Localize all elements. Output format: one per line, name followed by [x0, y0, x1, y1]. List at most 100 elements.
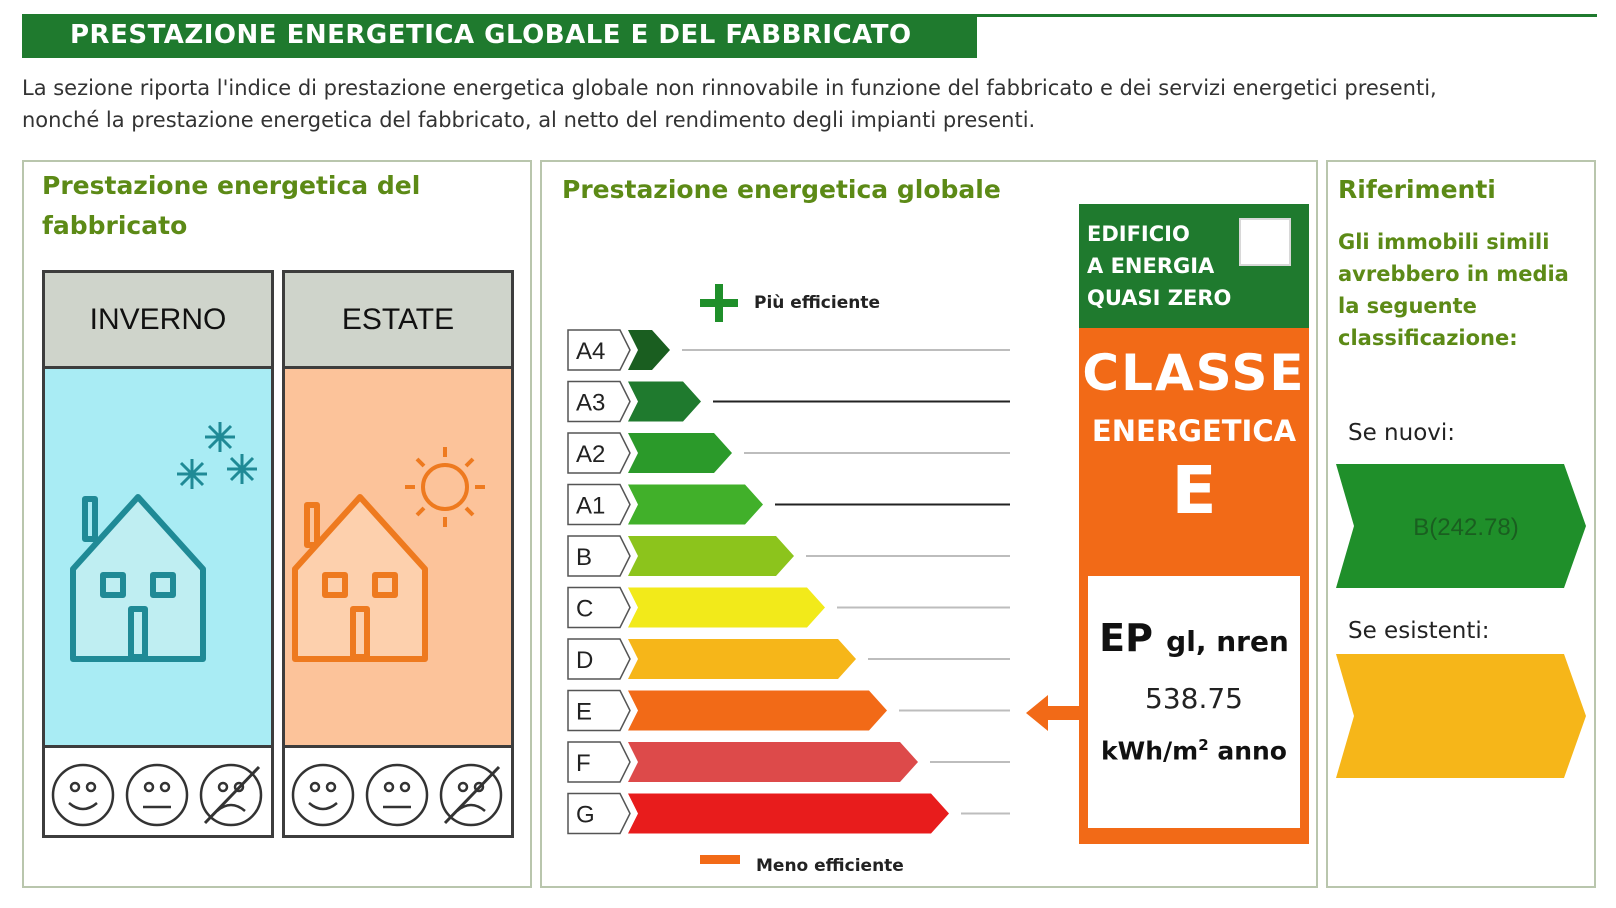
summer-box: ESTATE — [282, 270, 514, 838]
existing-buildings-label: Se esistenti: — [1348, 618, 1490, 644]
energy-class-row-a2: A2 — [567, 432, 1010, 474]
ep-unit: kWh/m2 anno — [1088, 736, 1300, 765]
class-label: A3 — [576, 390, 605, 417]
building-title-line-1: Prestazione energetica del — [42, 171, 421, 200]
class-label: G — [576, 802, 595, 829]
class-bar — [628, 639, 856, 679]
class-label: A2 — [576, 441, 605, 468]
class-label-tag — [567, 329, 631, 371]
class-label-tag — [567, 432, 631, 474]
summer-quality-faces — [285, 751, 511, 835]
new-buildings-label: Se nuovi: — [1348, 420, 1456, 446]
plus-icon — [700, 284, 738, 322]
class-label: B — [576, 544, 592, 571]
happy-face-icon — [291, 763, 355, 827]
energy-class-row-c: C — [567, 586, 1010, 629]
class-bar — [628, 536, 794, 576]
ep-unit-sup: 2 — [1198, 736, 1209, 754]
class-bar — [628, 742, 918, 782]
references-description: Gli immobili simili avrebbero in media l… — [1338, 226, 1569, 354]
energy-class-row-e: E — [567, 689, 1010, 732]
summer-label: ESTATE — [285, 273, 511, 369]
happy-face-icon — [51, 763, 115, 827]
snowflakes-icon — [177, 422, 257, 489]
class-bar — [628, 587, 825, 628]
ep-value: 538.75 — [1145, 682, 1243, 715]
class-bar — [628, 484, 763, 525]
more-efficient-label: Più efficiente — [754, 293, 880, 313]
class-label-tag — [567, 689, 631, 732]
class-label-tag — [567, 380, 631, 423]
section-header-bar — [22, 14, 977, 58]
energy-class-value: E — [1171, 452, 1217, 529]
new-buildings-arrow: B(242.78) — [1336, 464, 1586, 588]
energy-class-box: EDIFICIO A ENERGIA QUASI ZERO CLASSE ENE… — [1079, 204, 1309, 844]
energy-class-row-a3: A3 — [567, 380, 1010, 423]
class-label-tag — [567, 638, 631, 680]
references-line-2: avrebbero in media — [1338, 262, 1569, 286]
neutral-face-icon — [365, 763, 429, 827]
class-label-tag — [567, 586, 631, 629]
class-label: D — [576, 647, 593, 674]
class-bar — [628, 433, 732, 473]
winter-quality-faces — [45, 751, 271, 835]
winter-box: INVERNO — [42, 270, 274, 838]
references-title: Riferimenti — [1338, 175, 1496, 204]
ep-label-main: EP — [1099, 616, 1153, 660]
class-label-tag — [567, 741, 631, 783]
energetica-label: ENERGETICA — [1091, 414, 1297, 448]
class-label: A4 — [576, 338, 605, 365]
summer-illustration — [285, 369, 511, 748]
class-label-tag — [567, 483, 631, 526]
nzeb-line-1: EDIFICIO — [1087, 222, 1190, 246]
nzeb-line-2: A ENERGIA — [1087, 254, 1215, 278]
sad-face-crossed-icon — [439, 763, 503, 827]
neutral-face-icon — [125, 763, 189, 827]
intro-line-1: La sezione riporta l'indice di prestazio… — [22, 76, 1437, 100]
energy-class-row-b: B — [567, 535, 1010, 577]
class-bar — [628, 330, 670, 370]
class-label: F — [576, 750, 591, 777]
nzeb-checkbox — [1239, 218, 1291, 266]
building-performance-title: Prestazione energetica del fabbricato — [42, 166, 420, 246]
minus-icon — [700, 855, 740, 864]
winter-illustration — [45, 369, 271, 748]
class-label-tag — [567, 535, 631, 577]
global-performance-title: Prestazione energetica globale — [562, 175, 1001, 204]
winter-label: INVERNO — [45, 273, 271, 369]
ep-box: EP gl, nren 538.75 kWh/m2 anno — [1088, 576, 1300, 828]
class-bar — [628, 381, 701, 422]
ep-unit-base: kWh/m — [1101, 736, 1199, 766]
energy-class-row-a4: A4 — [567, 329, 1010, 371]
chimney — [82, 496, 98, 542]
class-label: A1 — [576, 493, 605, 520]
references-line-4: classificazione: — [1338, 326, 1518, 350]
winter-house-icon — [70, 422, 257, 662]
existing-buildings-arrow — [1336, 654, 1586, 778]
class-bar — [628, 690, 887, 731]
classe-label: CLASSE — [1082, 344, 1306, 402]
class-label-tag — [567, 792, 631, 835]
new-buildings-value: B(242.78) — [1413, 514, 1518, 541]
references-line-1: Gli immobili simili — [1338, 230, 1550, 254]
energy-class-row-f: F — [567, 741, 1010, 783]
references-line-3: la seguente — [1338, 294, 1477, 318]
sun-icon — [405, 447, 485, 527]
nzeb-line-3: QUASI ZERO — [1087, 286, 1232, 310]
class-bar — [628, 793, 949, 834]
nzeb-label: EDIFICIO A ENERGIA QUASI ZERO — [1087, 218, 1231, 314]
class-label: E — [576, 699, 592, 726]
less-efficient-label: Meno efficiente — [756, 856, 904, 876]
section-header-rule — [977, 14, 1597, 17]
section-intro: La sezione riporta l'indice di prestazio… — [22, 72, 1612, 136]
energy-class-row-a1: A1 — [567, 483, 1010, 526]
nzeb-box: EDIFICIO A ENERGIA QUASI ZERO — [1079, 204, 1309, 328]
building-title-line-2: fabbricato — [42, 211, 188, 240]
sad-face-crossed-icon — [199, 763, 263, 827]
ep-unit-tail: anno — [1217, 736, 1287, 766]
ep-label-sub: gl, nren — [1166, 625, 1289, 658]
section-title: PRESTAZIONE ENERGETICA GLOBALE E DEL FAB… — [70, 20, 912, 50]
ep-label: EP gl, nren — [1088, 616, 1300, 660]
summer-house-icon — [292, 447, 485, 662]
